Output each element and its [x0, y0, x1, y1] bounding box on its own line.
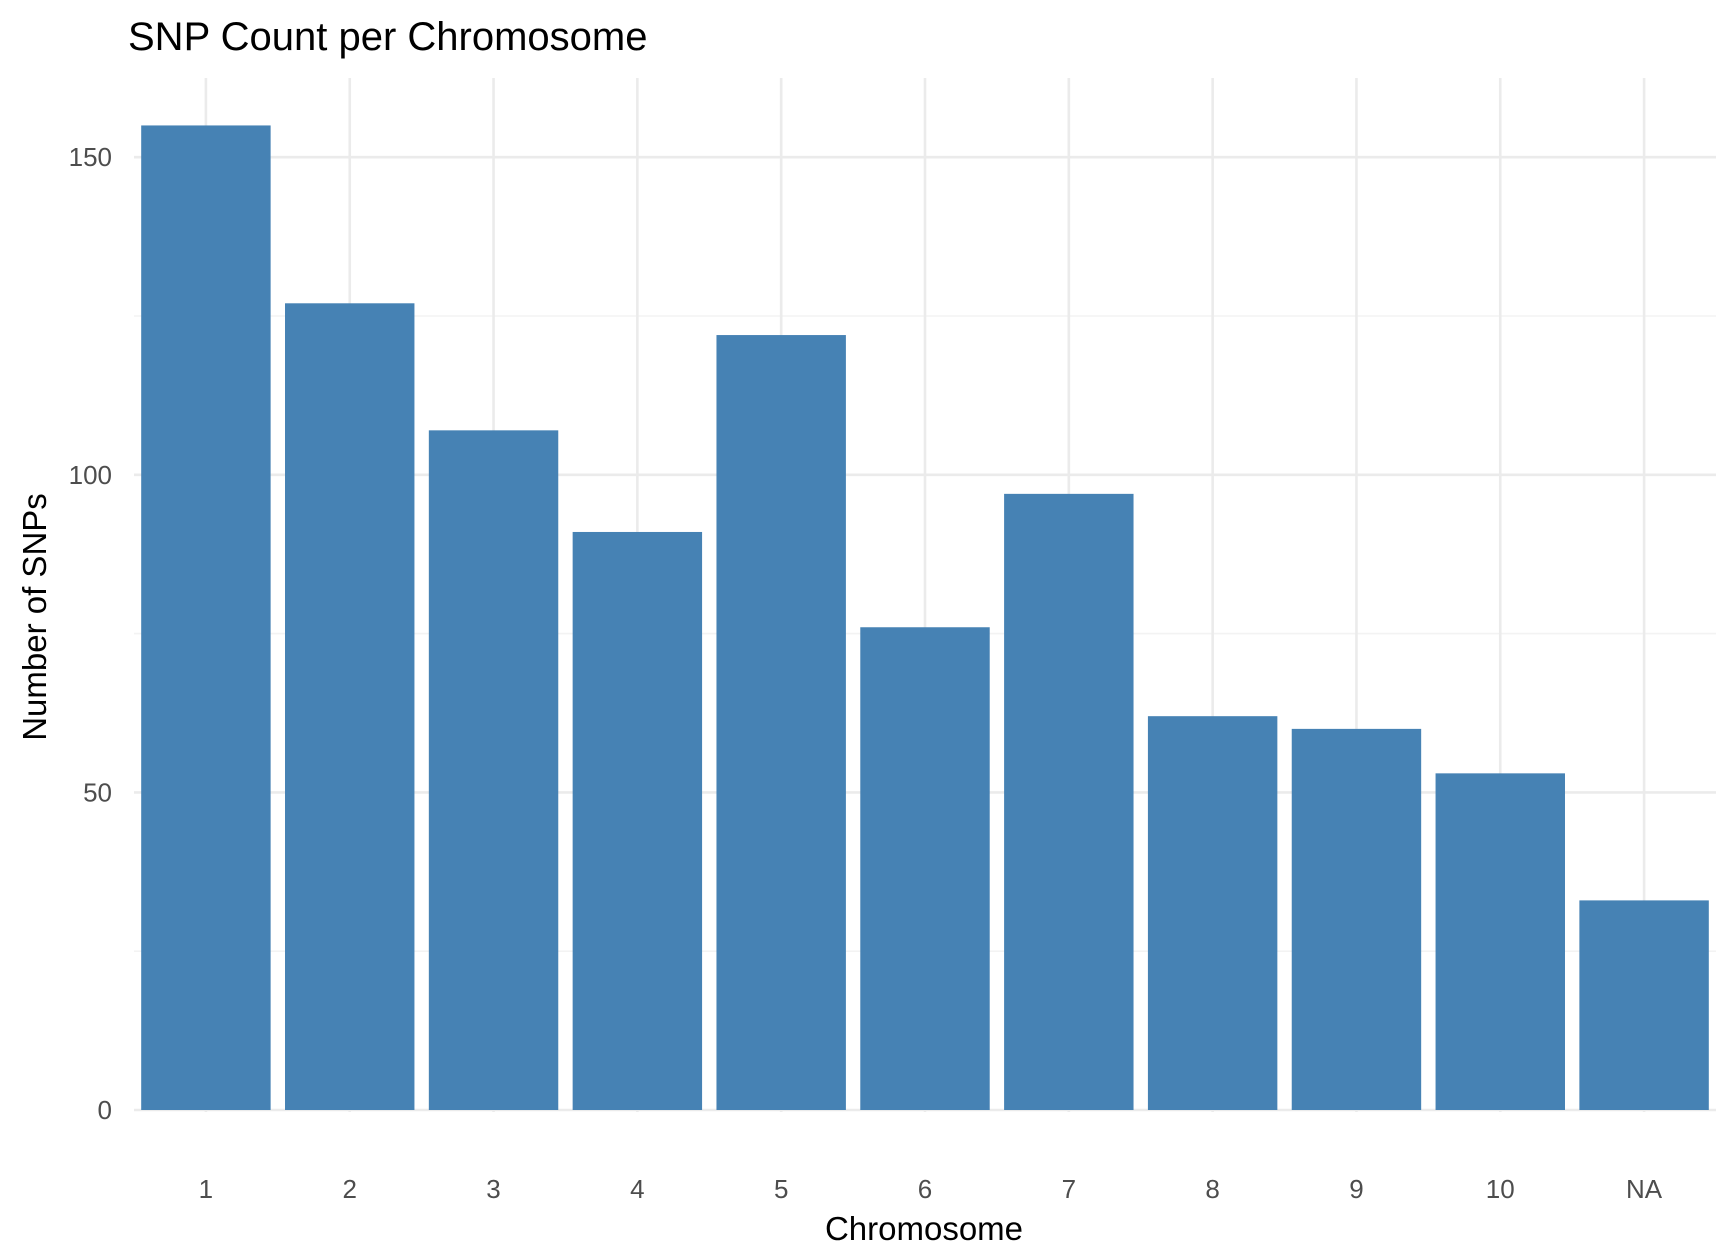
x-tick-label: 3	[486, 1174, 500, 1204]
y-tick-label: 150	[69, 142, 112, 172]
x-tick-label: 10	[1486, 1174, 1515, 1204]
bar-chromosome-6	[860, 627, 990, 1110]
bar-chromosome-7	[1004, 493, 1134, 1111]
y-tick-label: 50	[83, 777, 112, 807]
bar-chromosome-3	[428, 430, 559, 1110]
bar-chromosome-9	[1291, 728, 1422, 1110]
x-tick-label: 7	[1062, 1174, 1076, 1204]
y-axis-ticks: 0 50 100 150	[69, 142, 112, 1125]
x-axis-title: Chromosome	[825, 1210, 1023, 1247]
x-tick-label: 1	[199, 1174, 213, 1204]
bar-chromosome-NA	[1579, 900, 1709, 1110]
bar-chromosome-10	[1435, 773, 1565, 1110]
bar-chromosome-8	[1147, 716, 1278, 1110]
y-tick-label: 0	[98, 1095, 112, 1125]
x-tick-label: 4	[630, 1174, 644, 1204]
y-axis-title: Number of SNPs	[16, 493, 53, 741]
x-tick-label: 5	[774, 1174, 788, 1204]
x-tick-label: 9	[1349, 1174, 1363, 1204]
bar-chromosome-1	[141, 125, 271, 1110]
bar-chromosome-4	[572, 531, 703, 1110]
bar-chromosome-2	[285, 303, 415, 1110]
y-tick-label: 100	[69, 460, 112, 490]
bar-chromosome-5	[716, 335, 846, 1110]
x-tick-label: 6	[918, 1174, 932, 1204]
x-tick-label: NA	[1626, 1174, 1663, 1204]
x-tick-label: 2	[342, 1174, 356, 1204]
chart-title: SNP Count per Chromosome	[128, 15, 648, 59]
x-tick-label: 8	[1205, 1174, 1219, 1204]
x-axis-ticks: 1 2 3 4 5 6 7 8 9 10 NA	[199, 1174, 1663, 1204]
bars	[141, 125, 1709, 1111]
